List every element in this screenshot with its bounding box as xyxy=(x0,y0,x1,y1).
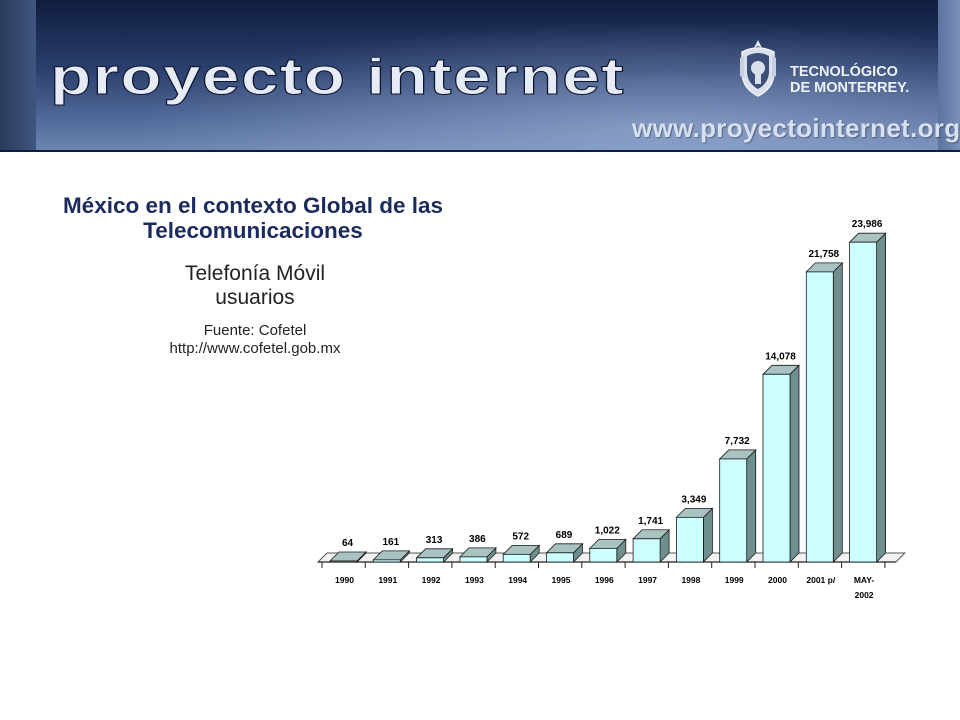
bar xyxy=(502,544,541,563)
brand-logo-text: proyecto internet xyxy=(50,58,625,107)
category-label: 1991 xyxy=(378,575,397,585)
bar xyxy=(458,546,497,563)
brand-name: proyecto internet xyxy=(50,58,625,106)
category-label: 2000 xyxy=(768,575,787,585)
x-axis-ticks xyxy=(321,562,886,568)
category-label: 1992 xyxy=(422,575,441,585)
chart-subtitle: Telefonía Móvil usuarios xyxy=(110,262,400,310)
bar-side xyxy=(746,448,757,563)
value-label: 313 xyxy=(426,535,443,546)
bar xyxy=(848,232,887,563)
bar xyxy=(415,547,454,563)
source-line-2: http://www.cofetel.gob.mx xyxy=(169,340,341,357)
category-label: 2002 xyxy=(855,590,874,600)
category-label: 1993 xyxy=(465,575,484,585)
bar xyxy=(588,538,627,563)
bar-front xyxy=(719,458,748,563)
category-label: 1996 xyxy=(595,575,614,585)
value-label: 572 xyxy=(512,531,529,542)
bar xyxy=(762,364,800,563)
category-label: 1990 xyxy=(335,575,354,585)
bar-front xyxy=(805,271,834,563)
value-label: 386 xyxy=(469,534,486,545)
title-line-2: Telecomunicaciones xyxy=(143,218,363,243)
bar xyxy=(632,528,671,563)
category-label: MAY- xyxy=(854,575,875,585)
bar-front xyxy=(502,553,531,563)
banner-bottom-rule xyxy=(0,150,960,152)
banner-highlight xyxy=(36,0,938,152)
mobile-users-bar-chart: 1990 1991 1992 1993 1994 1995 1996 1997 1998 1999… xyxy=(316,219,907,600)
value-label: 1,741 xyxy=(638,516,663,527)
category-label: 1994 xyxy=(508,575,527,585)
tec-name-logo: TECNOLÓGICO DE MONTERREY. xyxy=(790,62,909,96)
bar-front xyxy=(849,241,877,563)
value-label: 23,986 xyxy=(852,219,883,230)
category-labels: 1990 1991 1992 1993 1994 1995 1996 1997 1998 1999… xyxy=(335,575,874,600)
bar-group xyxy=(329,232,887,563)
site-url[interactable]: www.proyectointernet.org xyxy=(632,113,960,143)
bar xyxy=(675,507,714,563)
value-label: 64 xyxy=(342,538,354,549)
bar-side xyxy=(832,261,843,563)
category-label: 1998 xyxy=(681,575,700,585)
value-label: 161 xyxy=(382,537,399,548)
logo-name-line1: TECNOLÓGICO xyxy=(790,62,898,80)
bar xyxy=(329,551,367,563)
value-label: 689 xyxy=(556,530,573,541)
tec-seal-icon xyxy=(740,40,776,97)
bar-front xyxy=(675,516,704,563)
value-label: 7,732 xyxy=(725,436,750,447)
category-label: 2001 p/ xyxy=(806,575,835,585)
bar xyxy=(805,261,844,563)
bar-side xyxy=(876,232,886,563)
header-banner: proyecto internet TECNOLÓGICO DE MONTERR… xyxy=(0,0,960,152)
bar xyxy=(545,542,584,563)
value-label: 14,078 xyxy=(765,351,796,362)
bar-front xyxy=(762,373,791,563)
title-line-1: México en el contexto Global de las xyxy=(62,193,444,218)
page-title: México en el contexto Global de las Tele… xyxy=(0,193,506,243)
source-line-1: Fuente: Cofetel xyxy=(203,322,307,339)
value-label: 1,022 xyxy=(595,525,620,536)
category-label: 1995 xyxy=(552,575,571,585)
bar xyxy=(718,448,757,563)
bar-front xyxy=(546,552,574,563)
bar-side xyxy=(789,364,800,563)
value-labels: 64 161 313 386 572 689 1,022 1,741 3,349 7,732 14,… xyxy=(342,219,883,549)
subtitle-line-1: Telefonía Móvil xyxy=(184,262,326,285)
subtitle-line-2: usuarios xyxy=(215,286,295,309)
bar-front xyxy=(459,556,488,563)
banner-left-edge xyxy=(0,0,36,152)
bar-front xyxy=(416,557,444,563)
bar xyxy=(372,549,411,563)
banner-right-edge xyxy=(938,0,960,152)
bar-front xyxy=(589,547,618,563)
bar-front xyxy=(632,538,661,563)
category-label: 1997 xyxy=(638,575,657,585)
bar-front xyxy=(372,559,401,563)
data-source: Fuente: Cofetel http://www.cofetel.gob.m… xyxy=(110,322,400,358)
category-label: 1999 xyxy=(725,575,744,585)
value-label: 3,349 xyxy=(681,494,706,505)
logo-name-line2: DE MONTERREY. xyxy=(790,80,909,96)
value-label: 21,758 xyxy=(809,249,840,260)
bar-front xyxy=(329,560,358,563)
